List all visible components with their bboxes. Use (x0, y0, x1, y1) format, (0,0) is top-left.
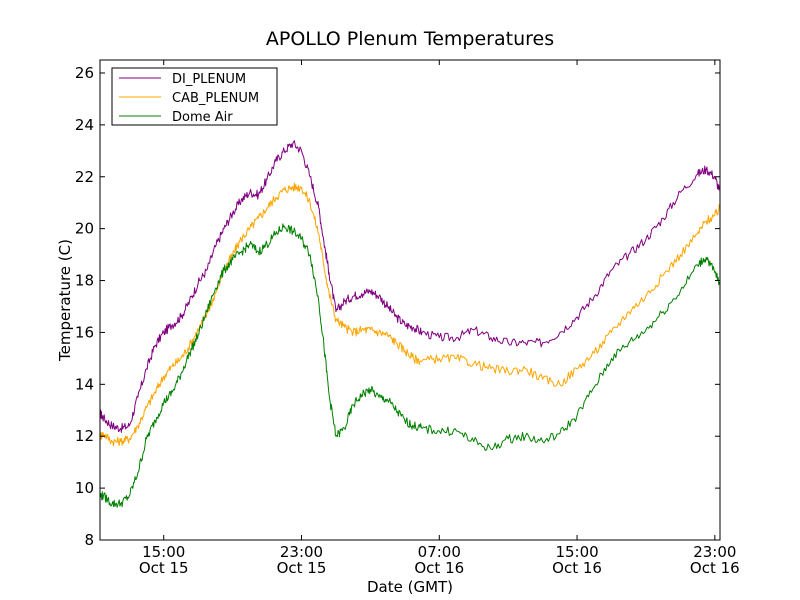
y-tick-label: 14 (75, 375, 94, 393)
legend: DI_PLENUM CAB_PLENUM Dome Air (111, 67, 278, 126)
legend-label-cab-plenum: CAB_PLENUM (172, 91, 259, 106)
y-tick-label: 10 (75, 479, 94, 497)
x-tick-label-time: 15:00 (142, 543, 185, 561)
y-tick-label: 26 (75, 64, 94, 82)
y-tick-label: 18 (75, 272, 94, 290)
plot-frame (99, 59, 721, 541)
y-tick-label: 16 (75, 323, 94, 341)
x-tick-label-date: Oct 16 (552, 559, 602, 577)
x-tick-label-date: Oct 15 (277, 559, 327, 577)
series-line-cab-plenum (99, 182, 721, 447)
x-tick-label-time: 07:00 (418, 543, 461, 561)
y-tick-label: 8 (84, 531, 94, 549)
legend-label-di-plenum: DI_PLENUM (172, 72, 246, 87)
y-tick-label: 20 (75, 220, 94, 238)
x-tick-label-time: 23:00 (693, 543, 736, 561)
x-tick-label-date: Oct 16 (690, 559, 740, 577)
x-tick-label-time: 15:00 (555, 543, 598, 561)
x-tick-label-date: Oct 16 (414, 559, 464, 577)
y-tick-label: 24 (75, 116, 94, 134)
y-tick-label: 22 (75, 168, 94, 186)
series-layer (99, 140, 721, 508)
y-tick-label: 12 (75, 427, 94, 445)
y-axis-title: Temperature (C) (56, 239, 74, 362)
x-axis-title: Date (GMT) (367, 578, 453, 596)
x-tick-label-time: 23:00 (280, 543, 323, 561)
legend-label-dome-air: Dome Air (172, 110, 233, 125)
series-line-dome-air (99, 223, 721, 508)
x-tick-label-date: Oct 15 (139, 559, 189, 577)
series-line-di-plenum (99, 140, 721, 433)
chart-title: APOLLO Plenum Temperatures (266, 28, 554, 50)
